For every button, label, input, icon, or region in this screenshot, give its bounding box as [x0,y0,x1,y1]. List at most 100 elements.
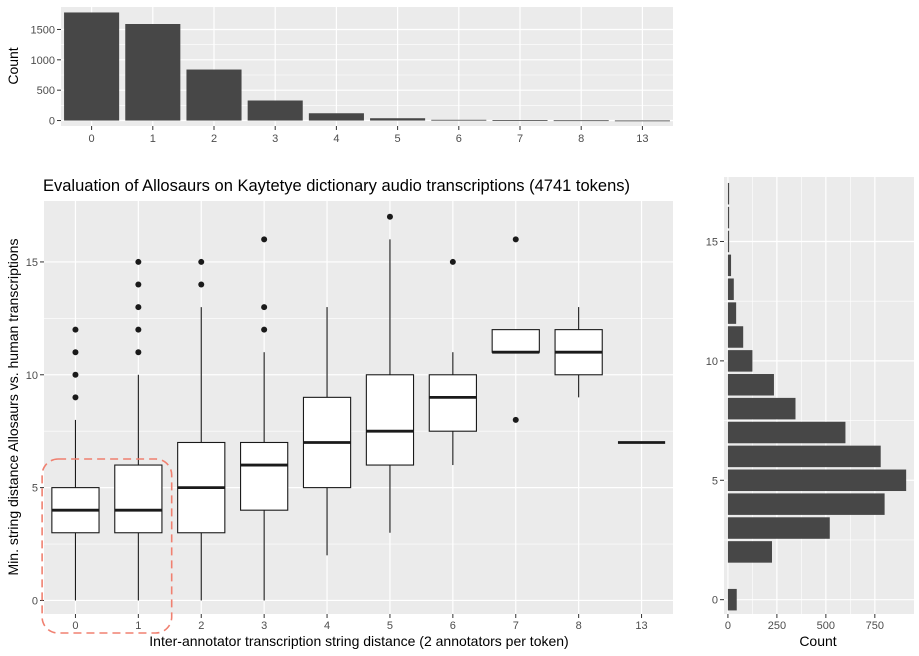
x-tick-label: 7 [513,620,519,632]
x-tick-label: 6 [456,133,462,145]
main-x-axis-label: Inter-annotator transcription string dis… [149,633,568,649]
y-tick-label: 500 [37,85,55,97]
x-tick-label: 0 [72,620,78,632]
main-boxplot: Evaluation of Allosaurs on Kaytetye dict… [5,177,673,649]
bar-16 [727,206,730,229]
x-tick-label: 4 [324,620,330,632]
outlier-point [512,236,519,243]
y-tick-label: 0 [49,116,55,128]
right-x-axis-label: Count [799,633,836,649]
x-tick-label: 8 [578,133,584,145]
bar-1 [125,24,181,121]
box-4 [302,307,352,556]
box-1 [114,258,163,601]
bar-13 [727,278,734,300]
outlier-point [512,416,519,423]
x-tick-label: 0 [725,620,731,632]
x-tick-label: 5 [395,133,401,145]
main-y-ticks: 0 5 10 15 [26,257,44,607]
box-2 [177,258,226,601]
bar-7 [492,120,548,121]
bar-4 [308,113,364,121]
outlier-point [72,371,79,378]
bar-13 [614,120,670,122]
outlier-point [261,304,268,311]
x-tick-label: 250 [768,620,786,632]
bar-2 [186,69,242,121]
x-tick-label: 13 [636,133,648,145]
box-7 [491,236,540,423]
outlier-point [198,258,205,265]
top-y-ticks: 0 500 1000 1500 [31,24,61,128]
box-iqr [428,374,477,432]
x-tick-label: 4 [333,133,339,145]
x-tick-label: 3 [261,620,267,632]
outlier-point [135,349,142,356]
y-tick-label: 5 [712,475,718,487]
bar-14 [727,254,732,277]
x-tick-label: 500 [817,620,835,632]
right-bars [727,182,907,611]
x-tick-label: 1 [150,133,156,145]
box-6 [428,258,477,466]
right-x-ticks: 0 250 500 750 [725,614,884,632]
y-tick-label: 10 [706,356,718,368]
main-panel-background [44,201,673,614]
top-x-ticks: 0 1 2 3 4 5 6 7 8 13 [89,126,649,145]
y-tick-label: 15 [706,236,718,248]
top-bars [64,12,670,122]
y-tick-label: 0 [32,595,38,607]
box-iqr [365,374,415,466]
outlier-point [135,326,142,333]
outlier-point [261,326,268,333]
bar-5 [370,118,426,121]
main-x-ticks: 0 1 2 3 4 5 6 7 8 13 [72,614,648,632]
box-iqr [491,329,540,353]
bar-8 [553,120,609,122]
bar-15 [727,230,730,253]
highlight-box [41,458,173,634]
right-y-ticks: 0 5 10 15 [706,236,724,607]
box-iqr [240,441,289,511]
box-3 [240,236,289,601]
x-tick-label: 2 [198,620,204,632]
x-tick-label: 750 [866,620,884,632]
bar-9 [727,374,774,396]
top-y-axis-label: Count [5,47,21,84]
y-tick-label: 5 [32,483,38,495]
main-boxes [51,213,666,601]
outlier-point [198,281,205,288]
box-5 [365,213,415,533]
outlier-point [386,213,393,220]
bar-5 [727,469,907,492]
x-tick-label: 3 [272,133,278,145]
x-tick-label: 6 [450,620,456,632]
bar-4 [727,493,885,515]
bar-8 [727,397,796,420]
main-y-axis-label: Min. string distance Allosaurs vs. human… [5,239,21,576]
bar-0 [64,12,120,121]
x-tick-label: 2 [211,133,217,145]
bar-6 [431,119,487,121]
x-tick-label: 7 [517,133,523,145]
outlier-point [261,236,268,243]
outlier-point [72,326,79,333]
outlier-point [135,258,142,265]
outlier-point [135,304,142,311]
y-tick-label: 0 [712,595,718,607]
bar-10 [727,350,753,372]
top-histogram: 0 500 1000 1500 0 1 2 3 4 5 6 7 8 13 Count [5,7,673,145]
bar-6 [727,445,881,468]
bar-11 [727,326,744,348]
outlier-point [449,258,456,265]
bar-7 [727,421,846,444]
x-tick-label: 0 [89,133,95,145]
box-8 [554,307,603,398]
bar-12 [727,302,737,324]
bar-3 [727,517,830,539]
outlier-point [72,394,79,401]
bar-3 [247,100,303,121]
x-tick-label: 8 [576,620,582,632]
y-tick-label: 1500 [31,24,55,36]
